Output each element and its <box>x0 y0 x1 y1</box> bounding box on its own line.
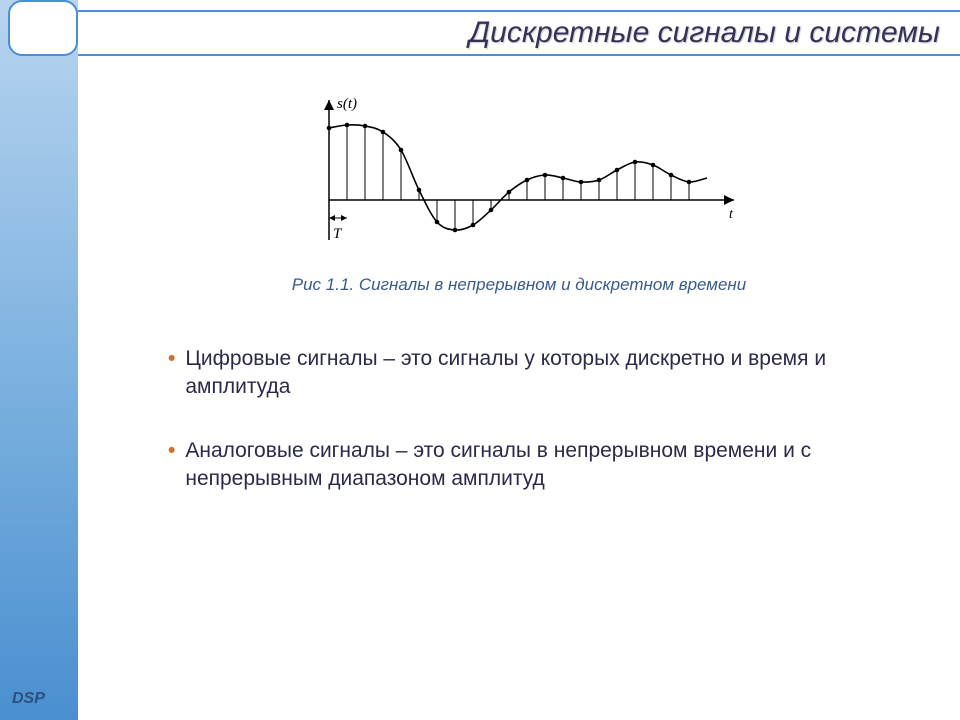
footer-label: DSP <box>12 690 45 708</box>
bullet-text: Цифровые сигналы – это сигналы у которых… <box>185 345 890 402</box>
svg-text:t: t <box>729 207 734 222</box>
bullet-list: • Цифровые сигналы – это сигналы у котор… <box>108 345 930 493</box>
figure-caption: Рис 1.1. Сигналы в непрерывном и дискрет… <box>108 275 930 295</box>
corner-decorative-box <box>8 0 78 56</box>
content-area: s(t) t T Рис 1.1. Сигналы в непрерывном и … <box>78 60 960 720</box>
bullet-text: Аналоговые сигналы – это сигналы в непре… <box>185 437 890 494</box>
svg-text:T: T <box>333 226 343 242</box>
svg-text:s(t): s(t) <box>337 96 357 112</box>
bullet-dot-icon: • <box>168 437 175 494</box>
signal-diagram: s(t) t T <box>279 90 759 260</box>
bullet-item: • Аналоговые сигналы – это сигналы в неп… <box>168 437 890 494</box>
title-bar: Дискретные сигналы и системы <box>78 10 960 56</box>
slide-title: Дискретные сигналы и системы <box>469 16 940 50</box>
figure-container: s(t) t T Рис 1.1. Сигналы в непрерывном и … <box>108 90 930 295</box>
sidebar-gradient <box>0 0 78 720</box>
bullet-dot-icon: • <box>168 345 175 402</box>
bullet-item: • Цифровые сигналы – это сигналы у котор… <box>168 345 890 402</box>
